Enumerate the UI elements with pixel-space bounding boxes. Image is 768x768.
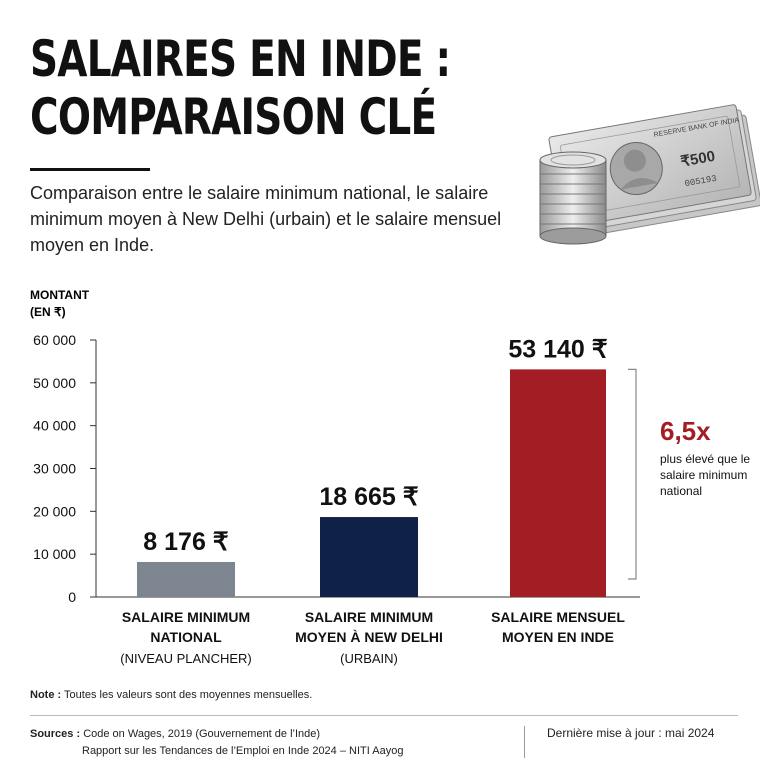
bar-value-label: 53 140 ₹ <box>508 335 607 363</box>
subtitle: Comparaison entre le salaire minimum nat… <box>30 183 502 255</box>
category-label: SALAIRE MINIMUM <box>305 609 433 625</box>
title-rule <box>30 168 150 171</box>
multiplier-value: 6,5x <box>660 416 711 446</box>
category-label: NATIONAL <box>150 629 222 645</box>
category-label: SALAIRE MENSUEL <box>491 609 625 625</box>
coin-stack <box>539 151 607 245</box>
y-tick-label: 0 <box>68 589 76 605</box>
category-label: MOYEN EN INDE <box>502 629 614 645</box>
sources-label: Sources : <box>30 728 81 740</box>
y-axis-label-line-2: (EN ₹) <box>30 305 66 319</box>
category-sublabel: (NIVEAU PLANCHER) <box>120 651 251 666</box>
y-tick-label: 40 000 <box>33 418 76 434</box>
bars: 8 176 ₹ 18 665 ₹ 53 140 ₹ <box>137 335 608 597</box>
multiplier-caption: national <box>660 484 702 498</box>
category-label: SALAIRE MINIMUM <box>122 609 250 625</box>
y-tick-label: 60 000 <box>33 332 76 348</box>
source-2: Rapport sur les Tendances de l’Emploi en… <box>82 745 404 757</box>
y-tick-label: 30 000 <box>33 461 76 477</box>
banknote-value: ₹500 <box>679 148 716 171</box>
category-label: MOYEN À NEW DELHI <box>295 629 443 645</box>
title-line-1: SALAIRES EN INDE : <box>30 30 451 88</box>
title-line-2: COMPARAISON CLÉ <box>30 88 437 146</box>
sources: Sources : Code on Wages, 2019 (Gouvernem… <box>30 726 403 760</box>
bar-value-label: 18 665 ₹ <box>319 483 418 511</box>
y-tick-label: 10 000 <box>33 546 76 562</box>
note-text: Toutes les valeurs sont des moyennes men… <box>64 689 313 701</box>
y-tick-label: 20 000 <box>33 503 76 519</box>
annotation-bracket <box>628 368 637 580</box>
category-sublabel: (URBAIN) <box>340 651 398 666</box>
chart-note: Note : Toutes les valeurs sont des moyen… <box>30 689 312 701</box>
last-updated: Dernière mise à jour : mai 2024 <box>547 726 715 740</box>
multiplier-caption: plus élevé que le <box>660 452 750 466</box>
bar-chart: MONTANT (EN ₹) 0 10 000 20 000 30 000 40 000… <box>30 288 750 666</box>
bar <box>137 561 235 597</box>
note-label: Note : <box>30 689 62 701</box>
y-axis-label-line-1: MONTANT <box>30 288 90 302</box>
page-title: SALAIRES EN INDE : COMPARAISON CLÉ <box>30 30 451 146</box>
category-labels: SALAIRE MINIMUM NATIONAL (NIVEAU PLANCHER)… <box>120 609 625 666</box>
y-ticks: 0 10 000 20 000 30 000 40 000 50 000 60 000 <box>33 332 96 605</box>
footer-vertical-separator <box>524 726 525 758</box>
multiplier-caption: salaire minimum <box>660 468 747 482</box>
bar <box>320 517 418 597</box>
bar <box>510 369 606 597</box>
footer-separator <box>30 715 738 716</box>
money-illustration: RESERVE BANK OF INDIA ₹500 005193 <box>539 104 760 245</box>
y-tick-label: 50 000 <box>33 375 76 391</box>
bar-value-label: 8 176 ₹ <box>143 528 229 556</box>
multiplier-annotation: 6,5x plus élevé que le salaire minimum nati… <box>628 368 750 580</box>
source-1: Code on Wages, 2019 (Gouvernement de l’I… <box>83 728 321 740</box>
